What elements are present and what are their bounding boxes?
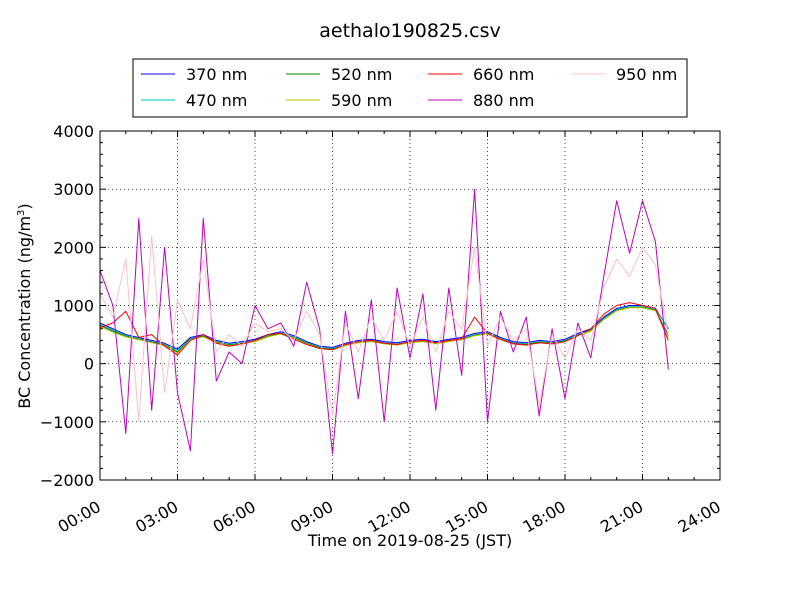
y-tick-label: −1000 — [40, 413, 94, 432]
series-line-950-nm — [99, 235, 669, 423]
x-tick-label: 03:00 — [132, 497, 181, 537]
series-line-370-nm — [99, 305, 669, 350]
y-tick-label: −2000 — [40, 471, 94, 490]
y-tick-label: 1000 — [53, 297, 94, 316]
legend: 370 nm 470 nm 520 nm 590 nm 660 nm 880 nm 950 … — [132, 58, 688, 118]
y-axis-label-superscript: 3 — [16, 210, 27, 216]
y-axis-label-end: ) — [15, 203, 34, 209]
axis-tick-labels: 00:00 03:00 06:00 09:00 12:00 15:00 18:00 21:00… — [40, 122, 724, 537]
series-line-880-nm — [99, 188, 669, 455]
y-axis-label: BC Concentration (ng/m3) — [15, 203, 34, 408]
legend-box — [132, 58, 688, 118]
legend-label: 370 nm — [186, 65, 247, 84]
series-lines — [99, 188, 669, 455]
axis-ticks — [99, 130, 721, 481]
series-line-470-nm — [99, 306, 669, 351]
legend-label: 590 nm — [331, 91, 392, 110]
x-tick-label: 00:00 — [55, 497, 104, 537]
x-tick-label: 18:00 — [520, 497, 569, 537]
legend-label: 660 nm — [473, 65, 534, 84]
legend-label: 520 nm — [331, 65, 392, 84]
x-axis-label: Time on 2019-08-25 (JST) — [307, 531, 512, 550]
grid — [100, 131, 720, 480]
legend-label: 470 nm — [186, 91, 247, 110]
y-tick-label: 0 — [84, 355, 94, 374]
x-tick-label: 21:00 — [597, 497, 646, 537]
y-tick-label: 2000 — [53, 238, 94, 257]
series-line-660-nm — [99, 302, 669, 356]
legend-label: 950 nm — [616, 65, 677, 84]
y-axis-label-main: BC Concentration (ng/m — [15, 216, 34, 409]
legend-label: 880 nm — [473, 91, 534, 110]
x-tick-label: 06:00 — [210, 497, 259, 537]
y-tick-label: 3000 — [53, 180, 94, 199]
x-tick-label: 24:00 — [675, 497, 724, 537]
chart-title: aethalo190825.csv — [319, 20, 501, 42]
y-tick-label: 4000 — [53, 122, 94, 141]
